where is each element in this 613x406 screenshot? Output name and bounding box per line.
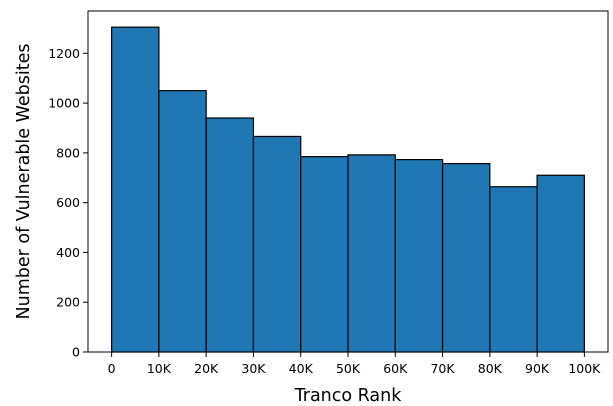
x-tick-label: 80K <box>478 361 503 376</box>
y-tick-label: 0 <box>72 345 80 360</box>
bar-bin-9 <box>536 174 585 353</box>
x-tick-label: 60K <box>383 361 408 376</box>
bar-bin-1 <box>158 90 207 353</box>
y-axis: 0 200 400 600 800 1000 1200 <box>48 46 88 360</box>
bar-bin-4 <box>300 156 349 353</box>
y-tick-label: 400 <box>56 245 80 260</box>
x-axis: 0 10K 20K 30K 40K 50K 60K 70K 80K 90K 100K <box>108 352 601 376</box>
x-tick-label: 50K <box>336 361 361 376</box>
bar-bin-7 <box>441 162 491 353</box>
bar-bin-5 <box>347 154 396 353</box>
x-tick-label: 40K <box>289 361 314 376</box>
bars-group <box>111 26 585 353</box>
x-tick-label: 100K <box>568 361 601 376</box>
x-tick-label: 10K <box>147 361 172 376</box>
x-axis-label: Tranco Rank <box>294 386 403 406</box>
x-tick-label: 30K <box>241 361 266 376</box>
bar-bin-6 <box>394 158 444 353</box>
y-tick-label: 800 <box>56 145 80 160</box>
x-tick-label: 90K <box>525 361 550 376</box>
x-tick-label: 70K <box>430 361 455 376</box>
x-tick-label: 0 <box>108 361 116 376</box>
y-tick-label: 1200 <box>48 46 80 61</box>
y-tick-label: 200 <box>56 295 80 310</box>
y-axis-label: Number of Vulnerable Websites <box>14 44 34 320</box>
y-tick-label: 1000 <box>48 96 80 111</box>
x-tick-label: 20K <box>194 361 219 376</box>
bar-bin-2 <box>205 117 255 353</box>
y-tick-label: 600 <box>56 195 80 210</box>
bar-bin-8 <box>489 186 538 353</box>
bar-bin-0 <box>111 26 160 353</box>
bar-bin-3 <box>252 135 302 353</box>
